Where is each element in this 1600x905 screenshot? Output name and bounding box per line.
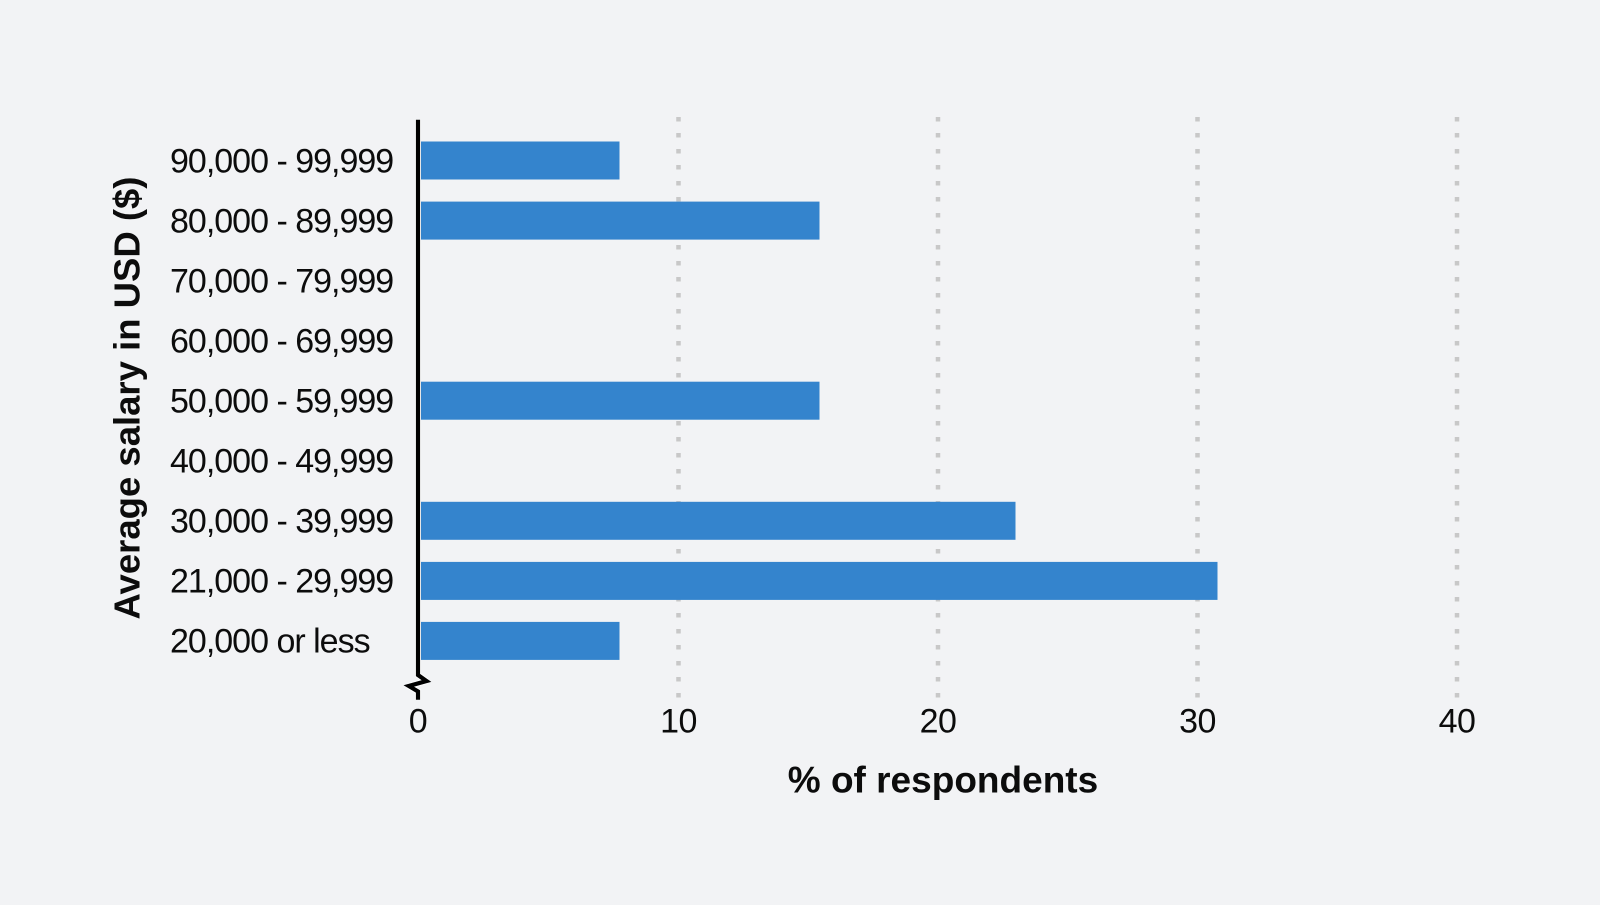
svg-text:50,000 - 59,999: 50,000 - 59,999 (170, 383, 393, 421)
svg-text:10: 10 (660, 703, 697, 741)
svg-text:30,000 - 39,999: 30,000 - 39,999 (170, 503, 393, 541)
svg-text:80,000 - 89,999: 80,000 - 89,999 (170, 202, 393, 240)
svg-text:30: 30 (1179, 703, 1216, 741)
svg-text:21,000 - 29,999: 21,000 - 29,999 (170, 563, 393, 601)
svg-text:70,000 - 79,999: 70,000 - 79,999 (170, 262, 393, 300)
svg-text:Average salary in USD ($): Average salary in USD ($) (107, 177, 148, 620)
svg-text:20,000 or less: 20,000 or less (170, 623, 370, 661)
svg-text:90,000 - 99,999: 90,000 - 99,999 (170, 142, 393, 180)
svg-text:% of respondents: % of respondents (788, 760, 1098, 801)
svg-text:0: 0 (409, 703, 427, 741)
svg-text:20: 20 (920, 703, 957, 741)
svg-text:60,000 - 69,999: 60,000 - 69,999 (170, 323, 393, 361)
svg-text:40: 40 (1439, 703, 1476, 741)
svg-text:40,000 - 49,999: 40,000 - 49,999 (170, 443, 393, 481)
